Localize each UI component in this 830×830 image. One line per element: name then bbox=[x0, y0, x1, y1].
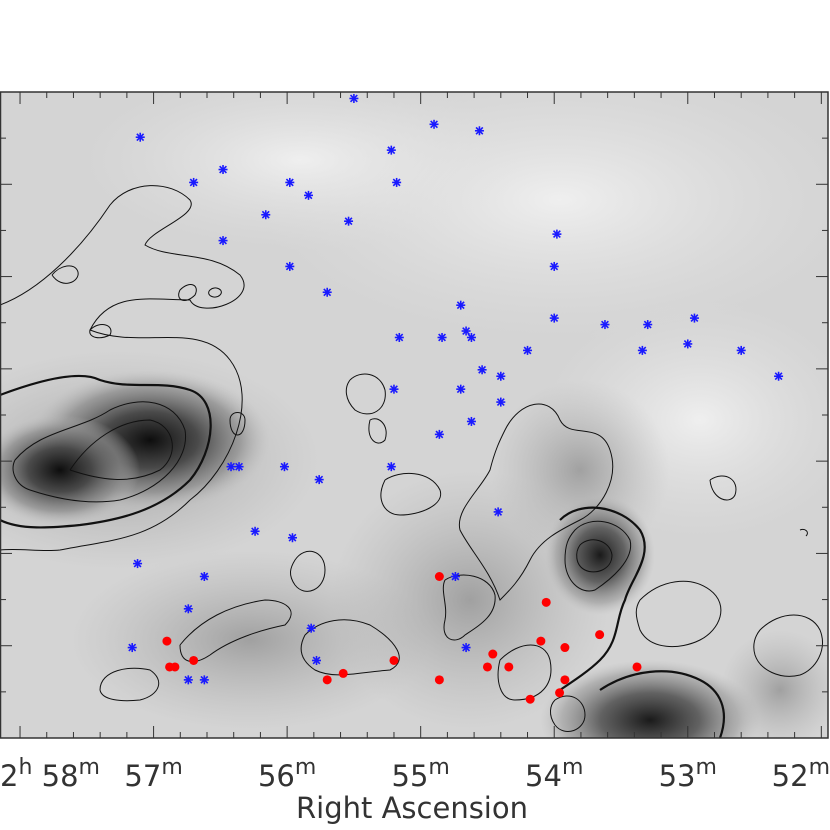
red-dot-point bbox=[162, 636, 172, 646]
blue-asterisk-point bbox=[434, 429, 444, 439]
blue-asterisk-point bbox=[456, 384, 466, 394]
blue-asterisk-point bbox=[552, 229, 562, 239]
blue-asterisk-point bbox=[461, 643, 471, 653]
blue-asterisk-point bbox=[389, 384, 399, 394]
x-tick-label: 56m bbox=[258, 755, 316, 793]
red-dot-point bbox=[488, 649, 498, 659]
blue-asterisk-point bbox=[312, 655, 322, 665]
blue-asterisk-point bbox=[466, 416, 476, 426]
red-dot-point bbox=[338, 668, 348, 678]
blue-asterisk-point bbox=[234, 462, 244, 472]
blue-asterisk-point bbox=[477, 365, 487, 375]
red-dot-point bbox=[389, 655, 399, 665]
blue-asterisk-point bbox=[199, 675, 209, 685]
x-tick-label: 53m bbox=[659, 755, 717, 793]
blue-asterisk-point bbox=[456, 300, 466, 310]
blue-asterisk-point bbox=[287, 533, 297, 543]
red-dot-point bbox=[595, 630, 605, 640]
blue-asterisk-point bbox=[279, 462, 289, 472]
red-dot-point bbox=[434, 572, 444, 581]
blue-asterisk-point bbox=[386, 462, 396, 472]
blue-asterisk-point bbox=[496, 397, 506, 407]
red-dot-point bbox=[189, 655, 199, 665]
red-dot-point bbox=[504, 662, 514, 672]
blue-asterisk-point bbox=[637, 345, 647, 355]
blue-asterisk-point bbox=[218, 165, 228, 175]
red-dot-point bbox=[632, 662, 642, 672]
red-marker-series bbox=[162, 572, 642, 704]
blue-asterisk-point bbox=[127, 643, 137, 653]
blue-asterisk-point bbox=[643, 320, 653, 330]
blue-asterisk-point bbox=[285, 261, 295, 271]
blue-asterisk-point bbox=[314, 475, 324, 485]
blue-asterisk-point bbox=[349, 93, 359, 103]
blue-asterisk-point bbox=[689, 313, 699, 323]
blue-asterisk-point bbox=[450, 572, 460, 581]
blue-asterisk-point bbox=[250, 526, 260, 536]
blue-asterisk-point bbox=[183, 675, 193, 685]
blue-asterisk-point bbox=[344, 216, 354, 226]
axis-ticks bbox=[0, 91, 828, 739]
x-tick-label: 2h 58m bbox=[0, 755, 100, 793]
blue-asterisk-point bbox=[394, 332, 404, 342]
blue-asterisk-point bbox=[183, 604, 193, 614]
blue-asterisk-point bbox=[189, 177, 199, 187]
red-dot-point bbox=[560, 643, 570, 653]
blue-marker-series bbox=[127, 93, 784, 685]
blue-asterisk-point bbox=[133, 559, 143, 569]
red-dot-point bbox=[536, 636, 546, 646]
blue-asterisk-point bbox=[736, 345, 746, 355]
blue-asterisk-point bbox=[199, 572, 209, 581]
intensity-map bbox=[0, 92, 828, 738]
blue-asterisk-point bbox=[774, 371, 784, 381]
blue-asterisk-point bbox=[392, 177, 402, 187]
red-dot-point bbox=[434, 675, 444, 685]
red-dot-point bbox=[322, 675, 332, 685]
blue-asterisk-point bbox=[322, 287, 332, 297]
x-tick-label: 57m bbox=[124, 755, 182, 793]
red-dot-point bbox=[525, 694, 535, 704]
blue-asterisk-point bbox=[466, 332, 476, 342]
red-dot-point bbox=[170, 662, 180, 672]
x-axis-title: Right Ascension bbox=[296, 791, 528, 825]
blue-asterisk-point bbox=[461, 326, 471, 336]
blue-asterisk-point bbox=[600, 320, 610, 330]
x-tick-label: 55m bbox=[392, 755, 450, 793]
blue-asterisk-point bbox=[429, 119, 439, 129]
blue-asterisk-point bbox=[226, 462, 236, 472]
blue-asterisk-point bbox=[493, 507, 503, 517]
blue-asterisk-point bbox=[549, 261, 559, 271]
blue-asterisk-point bbox=[303, 190, 313, 200]
blue-asterisk-point bbox=[549, 313, 559, 323]
blue-asterisk-point bbox=[386, 145, 396, 155]
blue-asterisk-point bbox=[218, 236, 228, 246]
blue-asterisk-point bbox=[683, 339, 693, 349]
contour-lines bbox=[0, 185, 823, 738]
blue-asterisk-point bbox=[523, 345, 533, 355]
x-tick-label: 54m bbox=[525, 755, 583, 793]
blue-asterisk-point bbox=[437, 332, 447, 342]
blue-asterisk-point bbox=[135, 132, 145, 142]
red-dot-point bbox=[560, 675, 570, 685]
red-dot-point bbox=[482, 662, 492, 672]
red-dot-point bbox=[555, 688, 565, 698]
blue-asterisk-point bbox=[496, 371, 506, 381]
blue-asterisk-point bbox=[261, 210, 271, 220]
blue-asterisk-point bbox=[285, 177, 295, 187]
blue-asterisk-point bbox=[474, 126, 484, 136]
x-tick-labels: 2h 58m 57m 56m 55m 54m 53m 52m bbox=[0, 755, 830, 793]
blue-asterisk-point bbox=[306, 623, 316, 633]
red-dot-point bbox=[541, 597, 551, 607]
x-tick-label: 52m bbox=[772, 755, 830, 793]
